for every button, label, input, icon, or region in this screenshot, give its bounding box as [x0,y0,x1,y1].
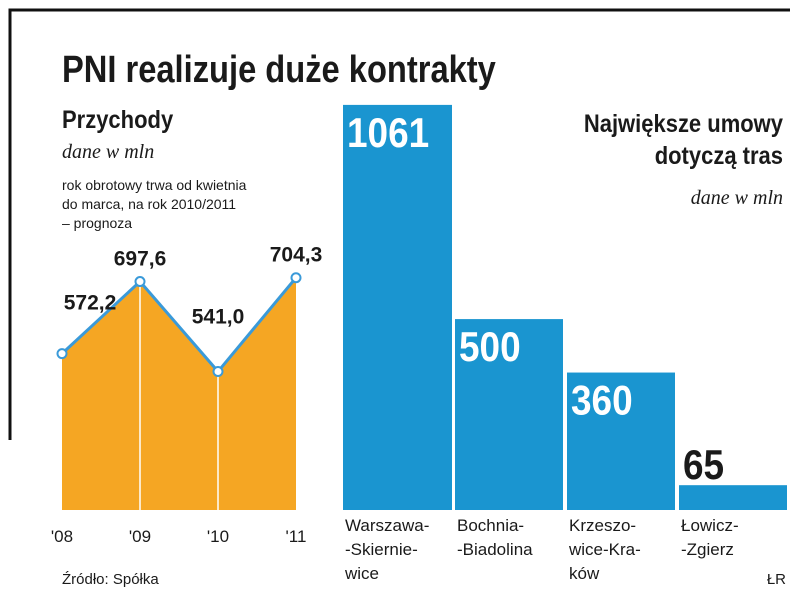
line [60,276,298,374]
bar [567,372,675,510]
right-subtitle: dane w mln [691,187,783,209]
value-label: 541,0 [192,306,245,329]
x-tick-label: Bochnia- [457,516,524,535]
note: do marca, na rok 2010/2011 [62,196,236,212]
value-label: 1061 [347,110,429,157]
x-tick-label: Warszawa- [345,516,429,535]
right-title: Największe umowy [584,110,783,138]
value-label: 697,6 [114,248,167,271]
bar [455,319,563,510]
x-tick-label: Krzeszo- [569,516,636,535]
x-tick-label: ków [569,564,600,583]
frame [8,8,790,440]
source: Źródło: Spółka [62,571,159,588]
credit: ŁR [767,571,786,588]
x-tick-label: '08 [51,527,73,546]
point [134,276,146,288]
x-tick-label: '11 [286,527,307,546]
bar [679,485,787,510]
point [290,272,302,284]
area [62,277,296,510]
x-tick-label: wice-Kra- [568,540,641,559]
value-label: 65 [683,442,724,489]
value-label: 572,2 [64,292,117,315]
bar [343,104,452,511]
point [212,366,224,378]
x-tick-label: wice [344,564,379,583]
value-label: 360 [571,377,633,424]
right-title: dotyczą tras [655,142,783,170]
main-title: PNI realizuje duże kontrakty [62,48,496,91]
point [56,348,68,360]
value-label: 500 [459,324,521,371]
x-tick-label: -Zgierz [681,540,734,559]
x-tick-label: Łowicz- [681,516,739,535]
value-label: 704,3 [270,244,323,267]
left-subtitle: dane w mln [62,141,154,163]
note: rok obrotowy trwa od kwietnia [62,177,247,193]
note: – prognoza [62,215,132,231]
x-tick-label: '10 [207,527,229,546]
x-tick-label: '09 [129,527,151,546]
left-title: Przychody [62,106,173,134]
x-tick-label: -Biadolina [457,540,533,559]
x-tick-label: -Skiernie- [345,540,418,559]
